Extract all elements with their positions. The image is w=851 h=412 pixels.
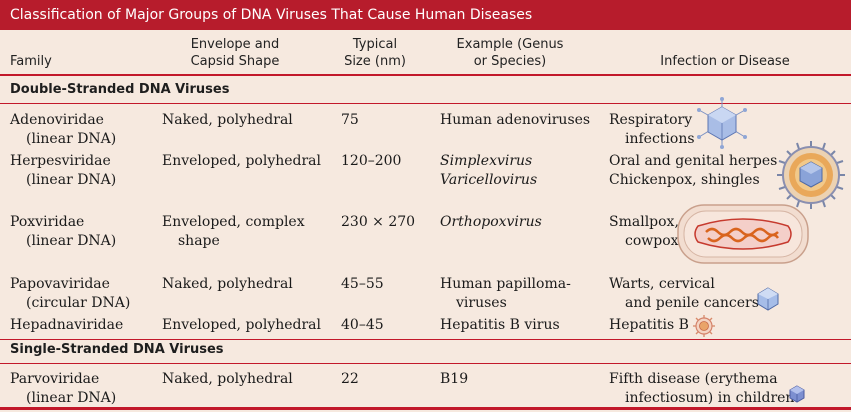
family-name: Poxviridae: [10, 214, 85, 230]
row-adenoviridae-disease: Respiratory infections: [609, 111, 695, 149]
disease-line1: Warts, cervical: [609, 276, 715, 292]
row-papovaviridae-shape: Naked, polyhedral: [162, 276, 293, 292]
adenovirus-icon: [697, 97, 747, 149]
row-adenoviridae-shape: Naked, polyhedral: [162, 112, 293, 128]
row-herpesviridae-family: Herpesviridae (linear DNA): [10, 152, 116, 190]
header-envelope: Envelope and Capsid Shape: [170, 36, 300, 70]
header-envelope-line1: Envelope and: [190, 37, 280, 52]
row-poxviridae-shape: Enveloped, complex shape: [162, 213, 305, 251]
disease-line1: Oral and genital herpes: [609, 153, 778, 169]
section-rule: [0, 363, 851, 364]
row-parvoviridae-size: 22: [341, 371, 359, 387]
disease-line2: infections: [625, 131, 695, 147]
dna-type: (linear DNA): [26, 172, 117, 188]
row-parvoviridae-disease: Fifth disease (erythema infectiosum) in …: [609, 370, 794, 408]
family-name: Herpesviridae: [10, 153, 111, 169]
row-papovaviridae-family: Papovaviridae (circular DNA): [10, 275, 130, 313]
section-single-stranded: Single-Stranded DNA Viruses: [10, 342, 224, 357]
header-size: Typical Size (nm): [330, 36, 420, 70]
example-line1: Human papilloma-: [440, 276, 571, 292]
dna-type: (linear DNA): [26, 390, 117, 406]
row-parvoviridae-example: B19: [440, 371, 469, 387]
example-line2: viruses: [456, 295, 507, 311]
bottom-rule: [0, 407, 851, 410]
row-poxviridae-disease: Smallpox, cowpox: [609, 213, 679, 251]
row-hepadnaviridae-disease: Hepatitis B: [609, 317, 689, 333]
row-herpesviridae-example: Simplexvirus Varicellovirus: [440, 152, 537, 190]
shape-line1: Enveloped, complex: [162, 214, 305, 230]
example-line2: Varicellovirus: [440, 172, 538, 188]
header-family: Family: [10, 54, 52, 69]
family-name: Papovaviridae: [10, 276, 110, 292]
hepadnavirus-icon: [693, 315, 715, 337]
row-adenoviridae-family: Adenoviridae (linear DNA): [10, 111, 116, 149]
header-disease: Infection or Disease: [660, 54, 790, 69]
section-rule: [0, 103, 851, 104]
disease-line2: Chickenpox, shingles: [609, 172, 760, 188]
row-hepadnaviridae-example: Hepatitis B virus: [440, 317, 560, 333]
row-poxviridae-family: Poxviridae (linear DNA): [10, 213, 116, 251]
section-double-stranded: Double-Stranded DNA Viruses: [10, 82, 230, 97]
row-parvoviridae-shape: Naked, polyhedral: [162, 371, 293, 387]
example-line1: Simplexvirus: [440, 153, 533, 169]
row-parvoviridae-family: Parvoviridae (linear DNA): [10, 370, 116, 408]
disease-line1: Respiratory: [609, 112, 693, 128]
herpesvirus-icon: [777, 141, 845, 209]
row-herpesviridae-disease: Oral and genital herpes Chickenpox, shin…: [609, 152, 777, 190]
disease-line2: infectiosum) in children: [625, 390, 795, 406]
row-hepadnaviridae-family: Hepadnaviridae: [10, 317, 124, 333]
row-papovaviridae-disease: Warts, cervical and penile cancers: [609, 275, 759, 313]
row-herpesviridae-size: 120–200: [341, 153, 402, 169]
header-example-line2: or Species): [473, 54, 547, 69]
disease-line1: Fifth disease (erythema: [609, 371, 778, 387]
table-title: Classification of Major Groups of DNA Vi…: [0, 0, 851, 30]
family-name: Adenoviridae: [10, 112, 104, 128]
disease-line1: Smallpox,: [609, 214, 679, 230]
section-rule: [0, 339, 851, 340]
family-name: Parvoviridae: [10, 371, 100, 387]
row-poxviridae-example: Orthopoxvirus: [440, 214, 542, 230]
row-papovaviridae-example: Human papilloma- viruses: [440, 275, 571, 313]
row-poxviridae-size: 230 × 270: [341, 214, 416, 230]
dna-type: (linear DNA): [26, 233, 117, 249]
row-hepadnaviridae-shape: Enveloped, polyhedral: [162, 317, 322, 333]
parvovirus-icon: [789, 385, 805, 403]
disease-line2: and penile cancers: [625, 295, 759, 311]
row-hepadnaviridae-size: 40–45: [341, 317, 384, 333]
header-rule: [0, 74, 851, 76]
poxvirus-icon: [677, 204, 809, 264]
header-envelope-line2: Capsid Shape: [190, 54, 280, 69]
row-adenoviridae-example: Human adenoviruses: [440, 112, 591, 128]
dna-type: (circular DNA): [26, 295, 131, 311]
dna-type: (linear DNA): [26, 131, 117, 147]
papovavirus-icon: [757, 287, 779, 311]
header-size-line1: Typical: [352, 37, 398, 52]
row-adenoviridae-size: 75: [341, 112, 359, 128]
disease-line2: cowpox: [625, 233, 679, 249]
header-size-line2: Size (nm): [344, 54, 406, 69]
header-example-line1: Example (Genus: [456, 37, 564, 52]
header-example: Example (Genus or Species): [440, 36, 580, 70]
row-herpesviridae-shape: Enveloped, polyhedral: [162, 153, 322, 169]
row-papovaviridae-size: 45–55: [341, 276, 384, 292]
shape-line2: shape: [178, 233, 220, 249]
